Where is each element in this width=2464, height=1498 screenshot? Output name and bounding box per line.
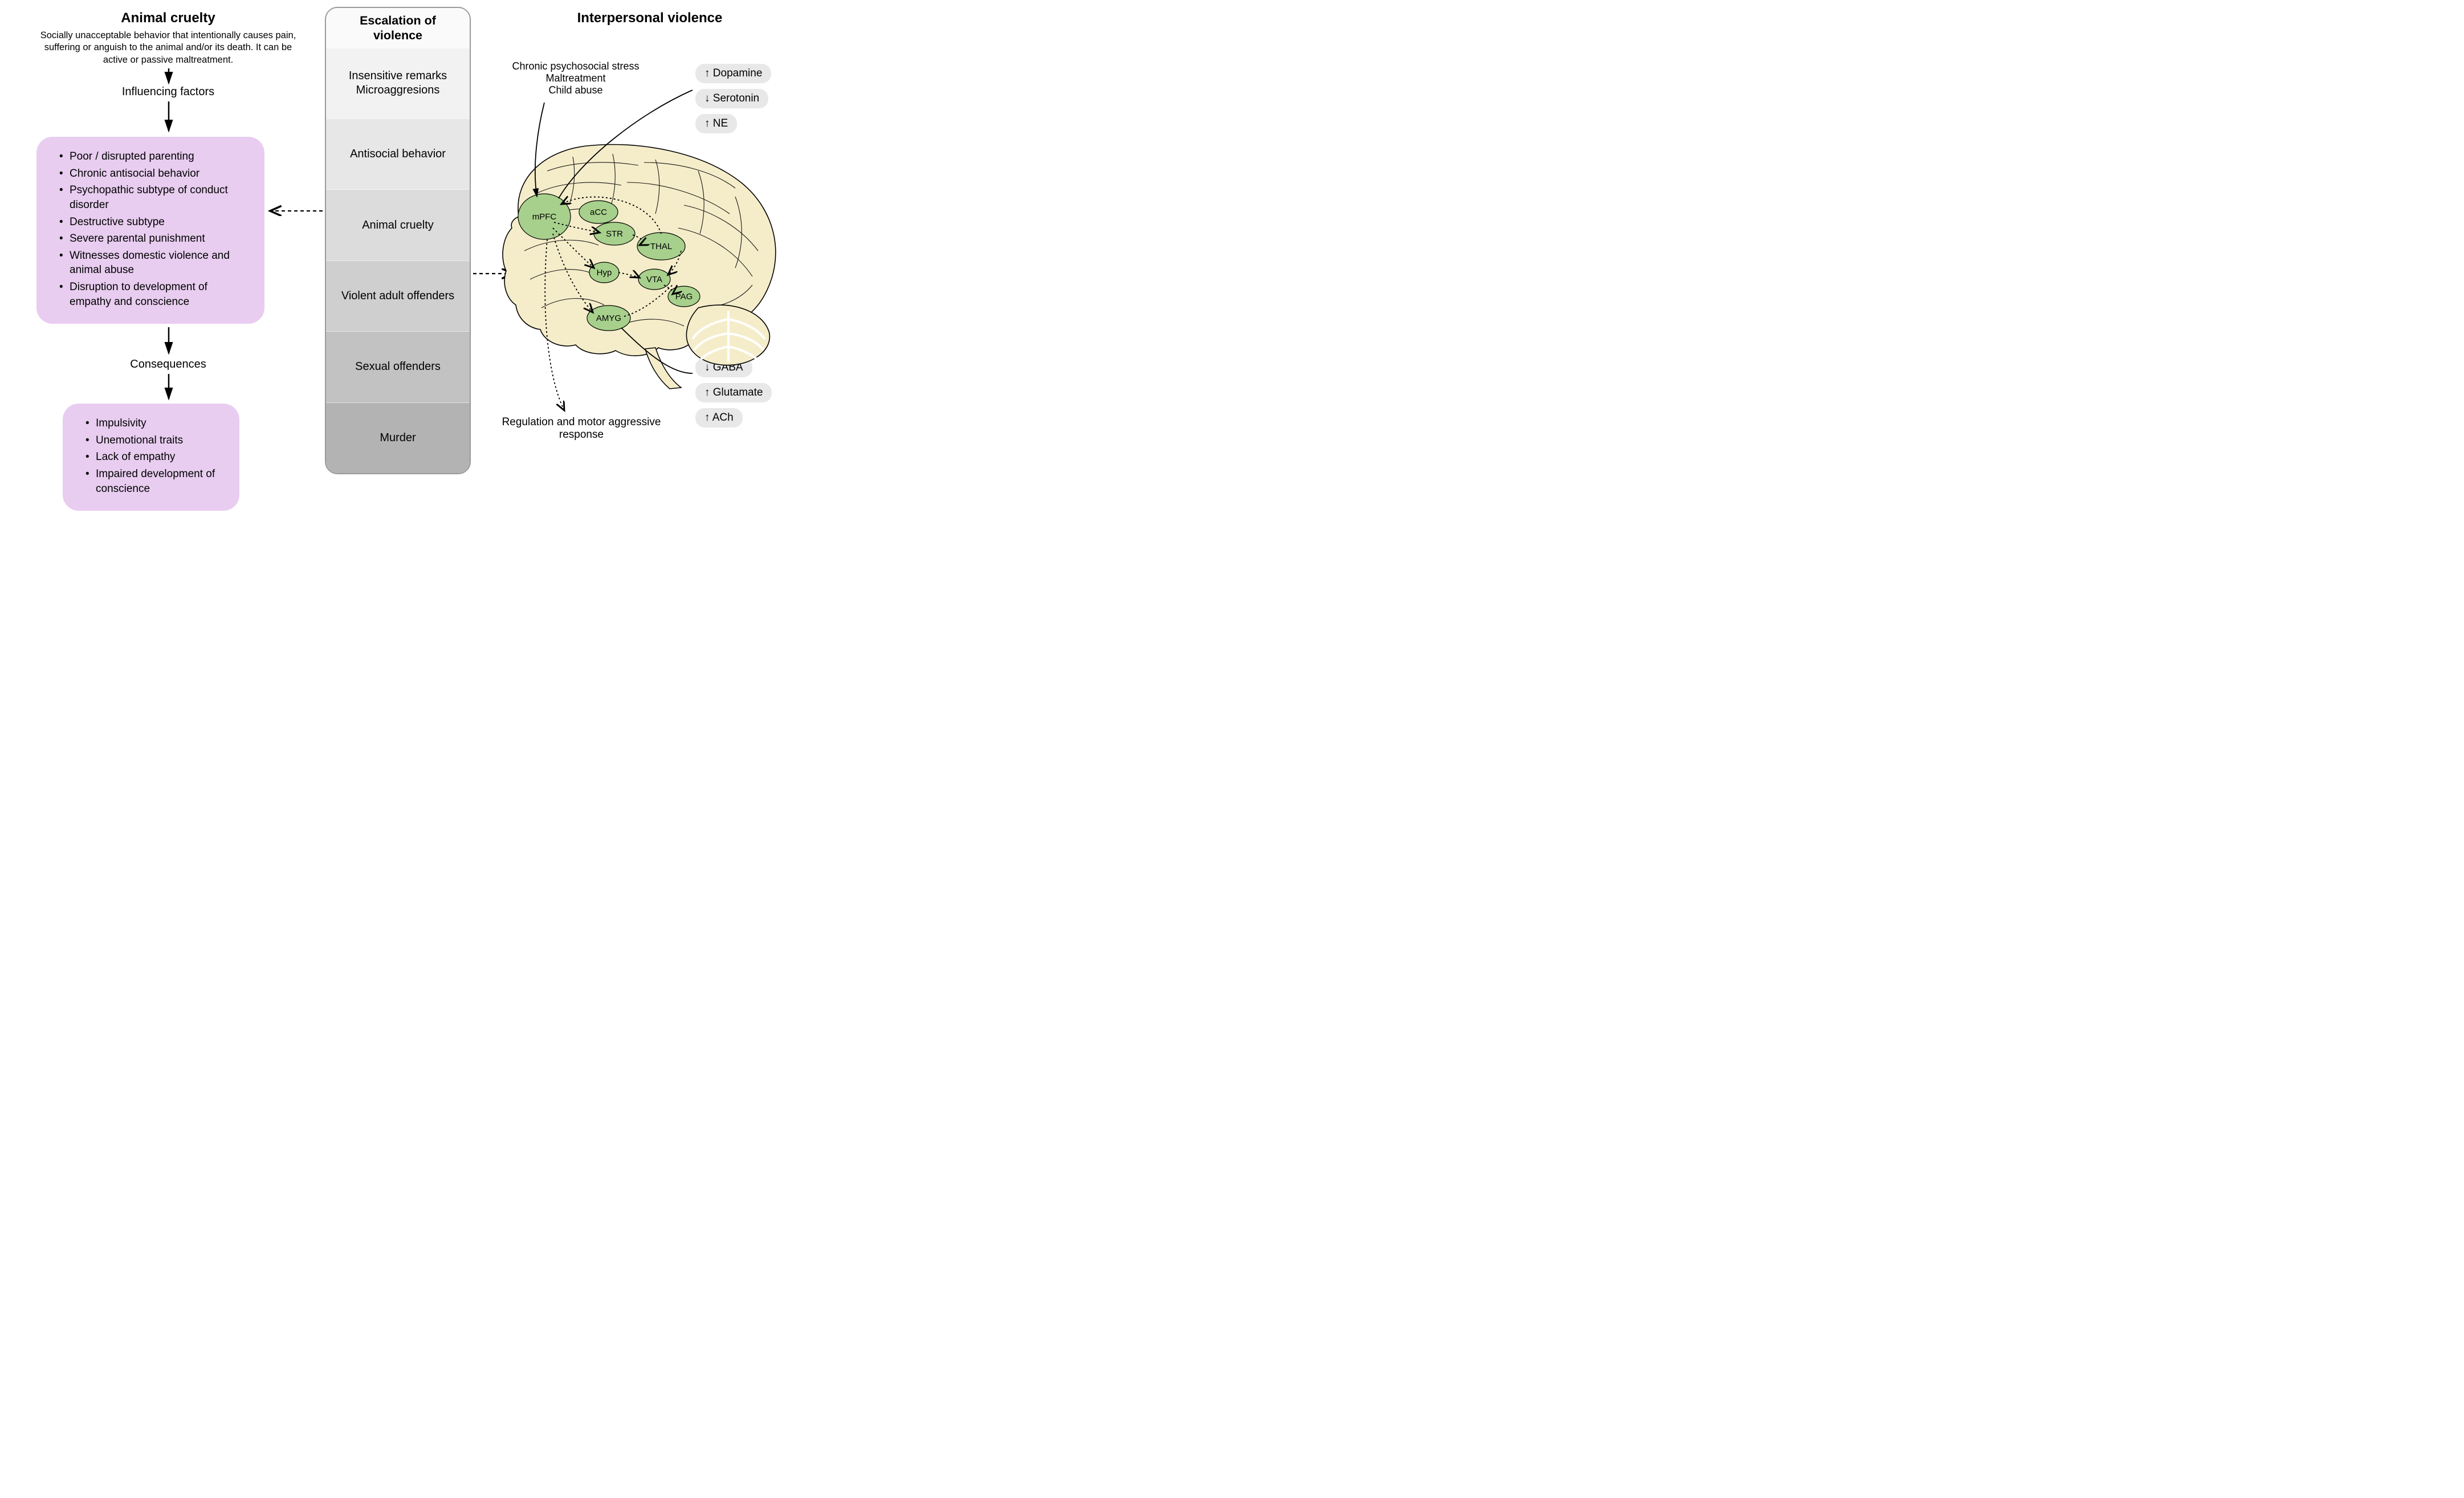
factor-item: Disruption to development of empathy and… xyxy=(59,280,249,309)
brain-region-label-hyp: Hyp xyxy=(597,268,612,278)
neurotransmitters-bottom: ↓ GABA ↑ Glutamate ↑ ACh xyxy=(695,358,772,433)
left-title: Animal cruelty xyxy=(34,10,302,26)
factor-item: Severe parental punishment xyxy=(59,231,249,246)
left-description: Socially unacceptable behavior that inte… xyxy=(34,30,302,66)
factor-item: Poor / disrupted parenting xyxy=(59,149,249,164)
consequence-item: Unemotional traits xyxy=(85,433,223,448)
consequence-item: Lack of empathy xyxy=(85,450,223,465)
consequence-item: Impaired development of conscience xyxy=(85,467,223,496)
brain-region-thal xyxy=(637,233,685,260)
brain-region-label-str: STR xyxy=(606,229,623,239)
brain-region-label-thal: THAL xyxy=(650,242,672,251)
bottom-response-text: Regulation and motor aggressive response xyxy=(502,416,661,441)
brain-region-hyp xyxy=(589,262,619,283)
influencing-factors-label: Influencing factors xyxy=(34,86,302,99)
brain-regions: mPFC aCC STR THAL Hyp VTA PAG AMYG xyxy=(518,194,700,331)
right-title: Interpersonal violence xyxy=(536,10,764,26)
neurotransmitters-top: ↑ Dopamine ↓ Serotonin ↑ NE xyxy=(695,64,771,139)
escalation-panel: Escalation of violence Insensitive remar… xyxy=(325,7,471,474)
factors-list: Poor / disrupted parenting Chronic antiso… xyxy=(52,149,249,309)
pointer-lines xyxy=(535,90,693,373)
brain-region-mpfc xyxy=(518,194,571,239)
factor-item: Witnesses domestic violence and animal a… xyxy=(59,249,249,278)
factors-box: Poor / disrupted parenting Chronic antiso… xyxy=(36,137,264,324)
escalation-item: Sexual offenders xyxy=(326,331,470,402)
neurotransmitter-pill: ↑ Dopamine xyxy=(695,64,771,83)
escalation-title-text: Escalation of violence xyxy=(360,14,436,42)
top-stress-text-content: Chronic psychosocial stress Maltreatment… xyxy=(512,60,639,96)
brain-region-vta xyxy=(638,269,670,290)
factor-item: Destructive subtype xyxy=(59,215,249,230)
brain-region-str xyxy=(594,222,635,245)
consequence-item: Impulsivity xyxy=(85,416,223,431)
brain-region-acc xyxy=(579,201,618,223)
factor-item: Chronic antisocial behavior xyxy=(59,166,249,181)
escalation-item: Animal cruelty xyxy=(326,189,470,260)
escalation-item: Insensitive remarks Microaggresions xyxy=(326,48,470,119)
escalation-title: Escalation of violence xyxy=(326,8,470,48)
factor-item: Psychopathic subtype of conduct disorder xyxy=(59,183,249,212)
brain-region-amyg xyxy=(587,306,630,331)
bottom-response-text-content: Regulation and motor aggressive response xyxy=(502,416,661,441)
brain-region-label-amyg: AMYG xyxy=(596,314,621,323)
left-column: Animal cruelty Socially unacceptable beh… xyxy=(34,10,302,66)
neurotransmitter-pill: ↑ ACh xyxy=(695,408,743,428)
neurotransmitter-pill: ↑ Glutamate xyxy=(695,383,772,402)
neurotransmitter-pill: ↓ Serotonin xyxy=(695,89,768,108)
brain-region-label-pag: PAG xyxy=(675,292,693,302)
brain-region-label-acc: aCC xyxy=(590,207,607,217)
neurotransmitter-pill: ↑ NE xyxy=(695,114,737,133)
brain-region-pag xyxy=(668,286,700,307)
brain-region-label-mpfc: mPFC xyxy=(532,212,557,222)
escalation-item: Antisocial behavior xyxy=(326,119,470,189)
consequences-label: Consequences xyxy=(34,358,302,371)
neurotransmitter-pill: ↓ GABA xyxy=(695,358,752,377)
consequences-box: Impulsivity Unemotional traits Lack of emp… xyxy=(63,404,239,511)
escalation-item: Murder xyxy=(326,402,470,473)
top-stress-text: Chronic psychosocial stress Maltreatment… xyxy=(496,60,655,96)
brain-region-label-vta: VTA xyxy=(646,275,662,284)
escalation-item: Violent adult offenders xyxy=(326,260,470,331)
brain-illustration xyxy=(503,145,776,389)
brain-connections xyxy=(553,197,681,316)
consequences-list: Impulsivity Unemotional traits Lack of emp… xyxy=(79,416,223,496)
arrow-mpfc-to-regulation xyxy=(545,239,564,410)
